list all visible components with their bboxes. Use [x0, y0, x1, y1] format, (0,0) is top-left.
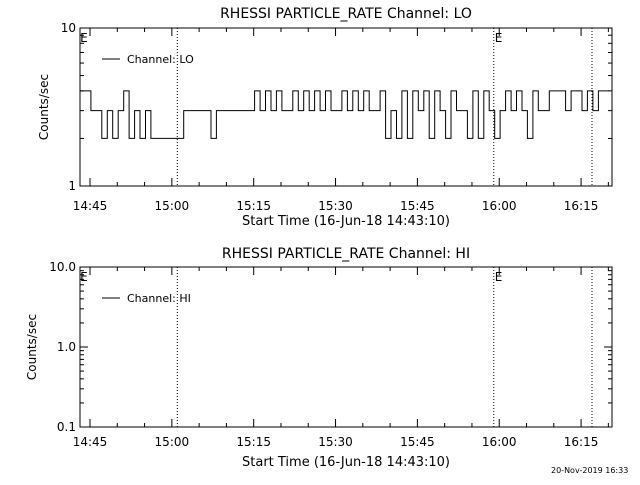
y-axis-label: Counts/sec	[37, 74, 51, 140]
x-tick-label: 15:00	[155, 435, 190, 449]
x-axis-label: Start Time (16-Jun-18 14:43:10)	[242, 214, 450, 229]
x-tick-label: 16:00	[482, 199, 517, 213]
x-tick-label: 15:00	[155, 199, 190, 213]
x-tick-label: 15:45	[400, 199, 435, 213]
x-tick-label: 16:00	[482, 435, 517, 449]
chart-title: RHESSI PARTICLE_RATE Channel: LO	[220, 6, 472, 22]
chart-title: RHESSI PARTICLE_RATE Channel: HI	[222, 246, 470, 262]
x-axis-label: Start Time (16-Jun-18 14:43:10)	[242, 455, 450, 470]
y-tick-label: 10.0	[49, 260, 76, 274]
chart-panel-2: RHESSI PARTICLE_RATE Channel: HI 14:45 15:…	[25, 246, 613, 470]
footer-timestamp: 20-Nov-2019 16:33	[551, 466, 629, 475]
legend-label: Channel: LO	[127, 53, 194, 66]
x-tick-label: 16:15	[564, 435, 599, 449]
series-line-lo	[80, 90, 610, 139]
x-tick-label: 15:15	[236, 435, 271, 449]
y-axis-label: Counts/sec	[25, 314, 39, 380]
event-marker: E	[80, 31, 88, 45]
event-marker: E	[80, 270, 88, 284]
plot-frame	[79, 27, 613, 187]
y-tick-label: 1.0	[57, 340, 76, 354]
x-tick-label: 14:45	[73, 435, 108, 449]
x-tick-label: 15:30	[318, 435, 353, 449]
x-tick-label: 16:15	[564, 199, 599, 213]
event-marker: E	[495, 270, 503, 284]
y-tick-label: 1	[68, 179, 76, 193]
legend-label: Channel: HI	[127, 292, 191, 305]
event-marker: E	[495, 31, 503, 45]
x-tick-label: 15:30	[318, 199, 353, 213]
chart-panel-1: RHESSI PARTICLE_RATE Channel: LO 14:45 15:…	[37, 6, 613, 229]
y-tick-label: 10	[61, 21, 76, 35]
x-tick-label: 15:45	[400, 435, 435, 449]
x-tick-label: 15:15	[236, 199, 271, 213]
y-tick-label: 0.1	[57, 420, 76, 434]
x-tick-label: 14:45	[73, 199, 108, 213]
